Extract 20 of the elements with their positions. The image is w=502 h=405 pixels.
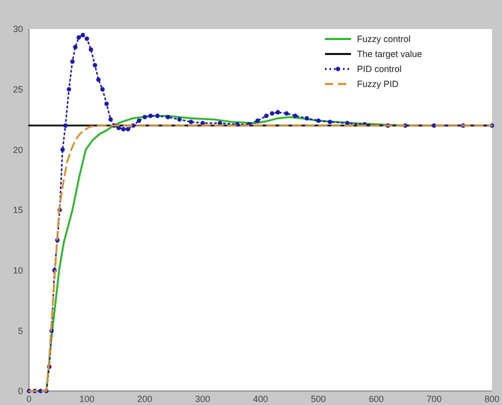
legend-label: Fuzzy control (357, 34, 411, 44)
y-tick-label: 20 (12, 144, 23, 155)
legend-label: The target value (357, 49, 422, 60)
y-tick-label: 5 (18, 326, 23, 336)
x-tick-label: 200 (137, 394, 152, 404)
x-tick-label: 100 (79, 394, 94, 404)
x-tick-label: 400 (252, 394, 268, 404)
x-tick-label: 700 (426, 394, 442, 404)
legend-label: PID control (357, 64, 402, 74)
x-tick-label: 600 (368, 394, 384, 404)
x-tick-label: 300 (195, 394, 210, 404)
x-tick-label: 500 (310, 394, 326, 404)
y-tick-label: 10 (12, 265, 23, 276)
x-tick-label: 800 (484, 394, 500, 404)
y-tick-label: 25 (12, 84, 23, 94)
y-tick-label: 15 (12, 205, 23, 216)
y-tick-label: 30 (12, 24, 23, 34)
y-tick-label: 0 (18, 386, 23, 396)
legend-label: Fuzzy PID (357, 79, 400, 90)
x-tick-label: 0 (26, 394, 32, 404)
